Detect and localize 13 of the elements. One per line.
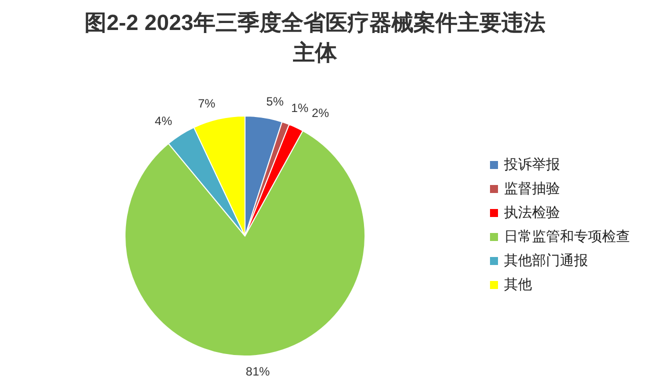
legend-label: 其他 — [504, 276, 532, 292]
data-label: 7% — [198, 96, 216, 110]
data-label: 81% — [246, 364, 270, 378]
data-label: 4% — [154, 114, 172, 128]
legend-label: 监督抽验 — [504, 180, 560, 196]
data-label: 2% — [312, 106, 330, 120]
legend-label: 投诉举报 — [504, 156, 560, 172]
data-label: 1% — [291, 101, 309, 116]
legend-label: 其他部门通报 — [504, 252, 588, 268]
chart-title: 图2-2 2023年三季度全省医疗器械案件主要违法主体 — [84, 9, 546, 67]
data-label: 5% — [266, 94, 284, 109]
legend-label: 日常监管和专项检查 — [504, 228, 630, 244]
legend-label: 执法检验 — [504, 204, 560, 220]
